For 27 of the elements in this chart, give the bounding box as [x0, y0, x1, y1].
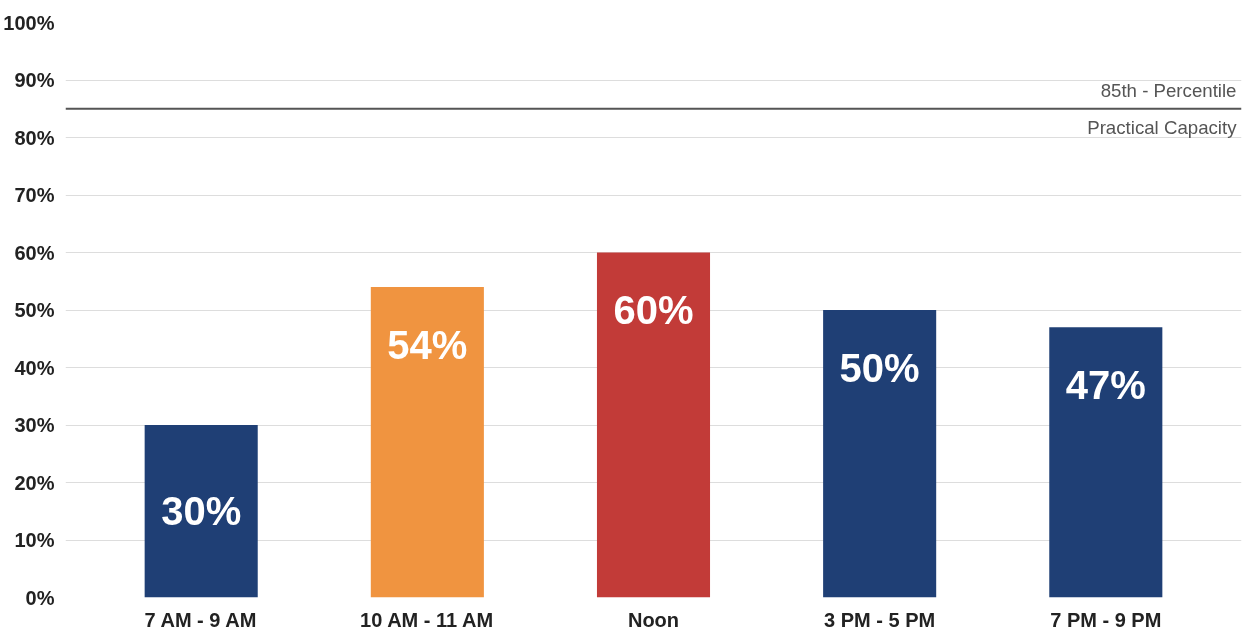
bar [823, 310, 937, 598]
bar [144, 425, 258, 598]
data-label: 30% [161, 489, 242, 534]
data-label: 50% [839, 345, 920, 390]
x-tick-label: 10 AM - 11 AM [360, 608, 494, 631]
y-tick-label: 100% [3, 11, 55, 34]
x-tick-label: Noon [627, 608, 680, 631]
data-label: 47% [1065, 362, 1146, 407]
y-tick-label: 60% [14, 241, 55, 264]
y-tick-label: 0% [25, 586, 55, 609]
y-tick-label: 10% [14, 529, 55, 551]
y-tick-label: 20% [14, 471, 55, 494]
bar [1049, 327, 1163, 598]
y-tick-label: 80% [14, 126, 55, 149]
y-tick-label: 70% [14, 184, 55, 206]
y-tick-label: 50% [14, 299, 55, 321]
bar [370, 287, 484, 598]
data-label: 54% [387, 322, 468, 367]
ref-line-label: 85th - Percentile Practical Capacity [1087, 79, 1238, 138]
y-tick-label: 40% [14, 356, 55, 379]
y-tick-label: 90% [14, 69, 55, 91]
bar [596, 252, 711, 598]
x-tick-label: 7 PM - 9 PM [1050, 608, 1162, 631]
y-tick-label: 30% [14, 414, 55, 436]
x-tick-label: 3 PM - 5 PM [824, 608, 936, 631]
data-label: 60% [613, 288, 694, 332]
x-tick-label: 7 AM - 9 AM [144, 608, 257, 631]
